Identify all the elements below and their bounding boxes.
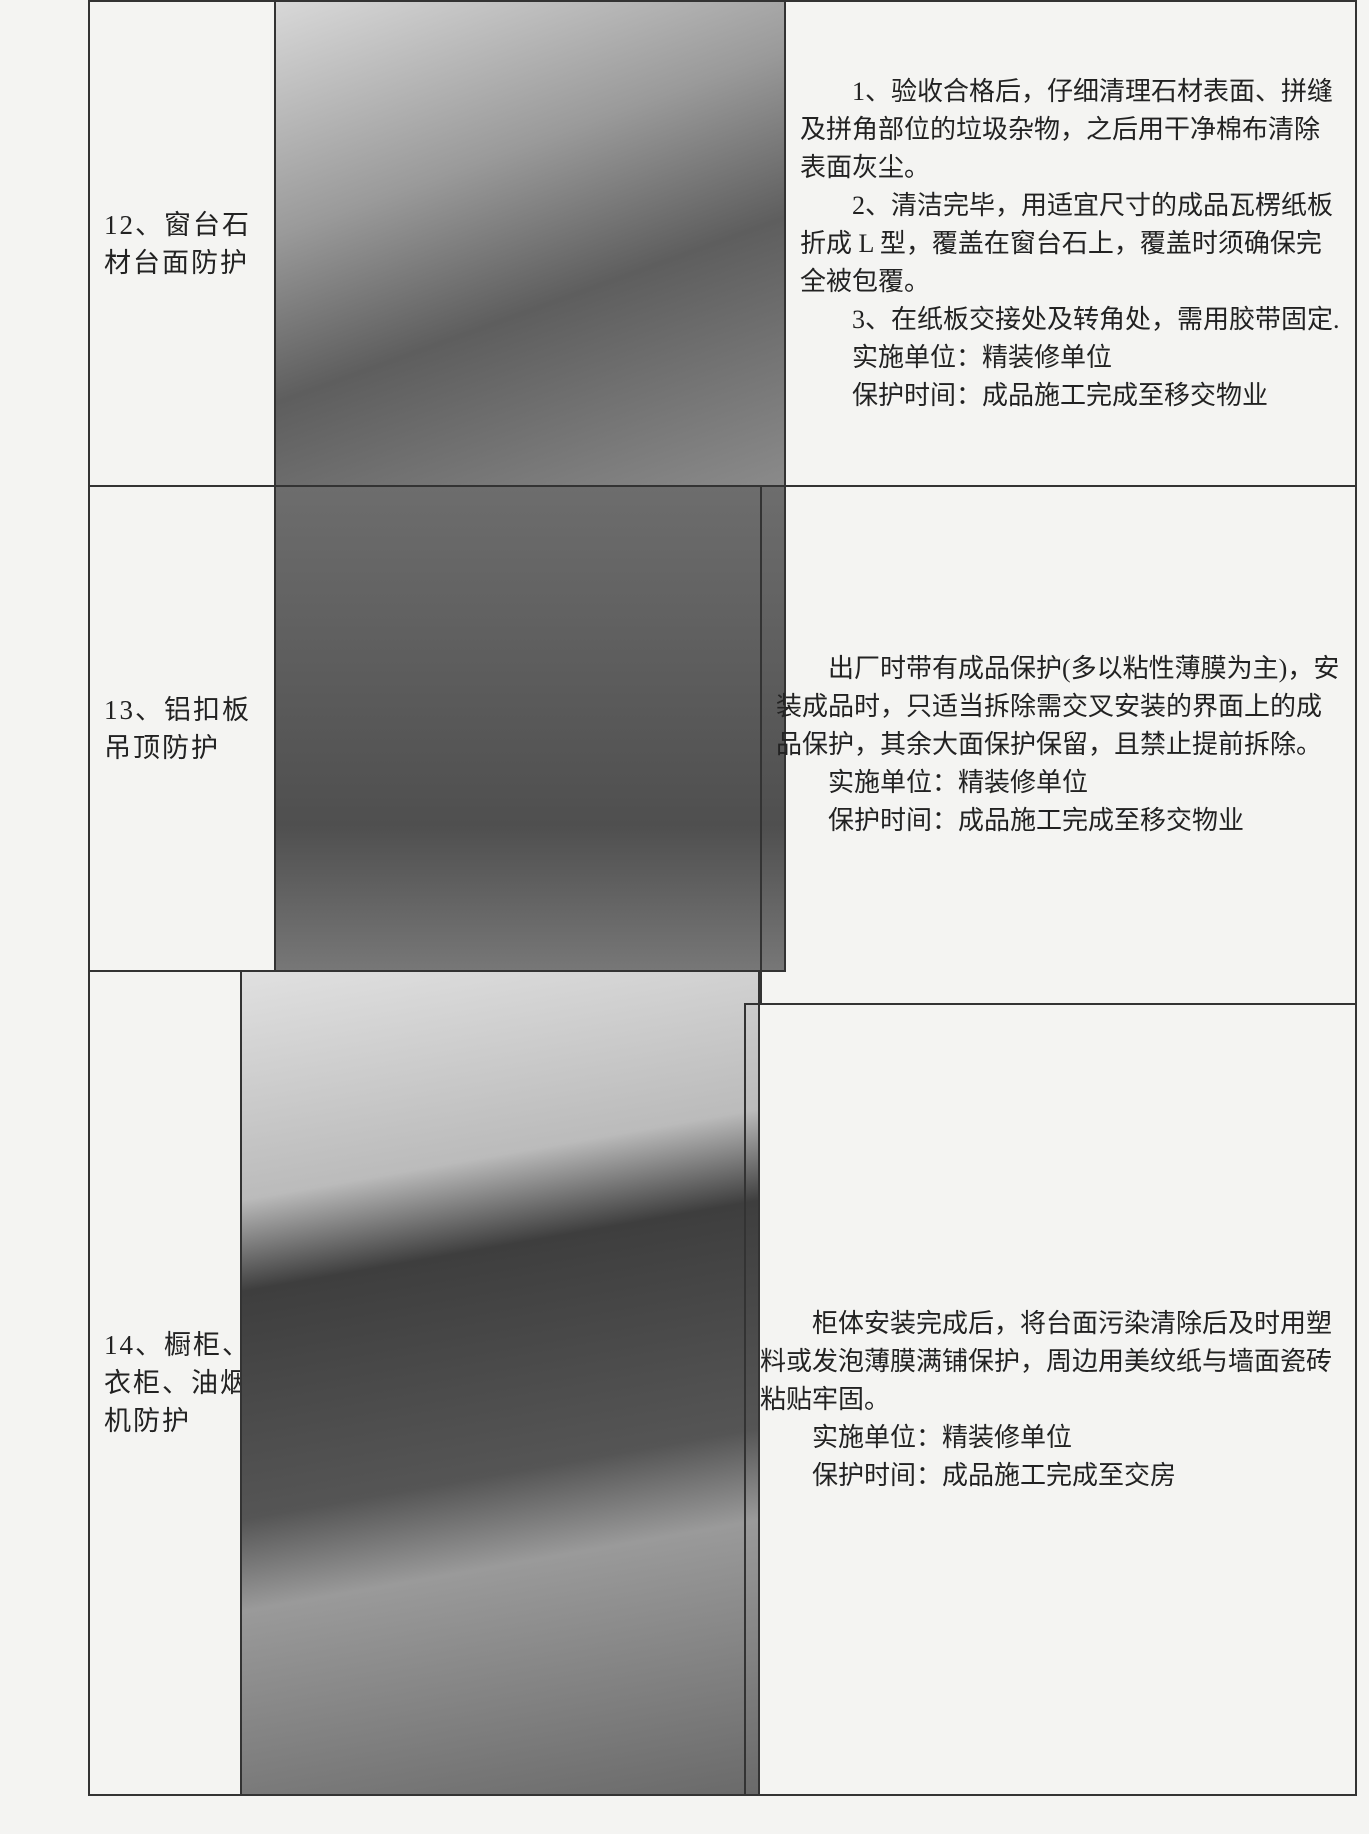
row-label: 12、窗台石材台面防护	[88, 0, 276, 487]
description: 出厂时带有成品保护(多以粘性薄膜为主)，安装成品时，只适当拆除需交叉安装的界面上…	[760, 485, 1357, 1005]
paragraph: 保护时间：成品施工完成至交房	[812, 1460, 1177, 1490]
paragraph: 实施单位：精装修单位	[828, 768, 1089, 797]
description: 柜体安装完成后，将台面污染清除后及时用塑料或发泡薄膜满铺保护，周边用美纹纸与墙面…	[744, 1003, 1357, 1796]
photo	[274, 0, 786, 487]
description: 1、验收合格后，仔细清理石材表面、拼缝及拼角部位的垃圾杂物，之后用干净棉布清除表…	[784, 0, 1357, 487]
paragraph: 1、验收合格后，仔细清理石材表面、拼缝及拼角部位的垃圾杂物，之后用干净棉布清除表…	[800, 76, 1334, 182]
paragraph: 柜体安装完成后，将台面污染清除后及时用塑料或发泡薄膜满铺保护，周边用美纹纸与墙面…	[760, 1308, 1333, 1414]
paragraph: 实施单位：精装修单位	[812, 1422, 1073, 1452]
paragraph: 出厂时带有成品保护(多以粘性薄膜为主)，安装成品时，只适当拆除需交叉安装的界面上…	[776, 654, 1340, 759]
paragraph: 保护时间：成品施工完成至移交物业	[828, 806, 1245, 835]
label-text: 13、铝扣板吊顶防护	[104, 694, 251, 763]
label-text: 12、窗台石材台面防护	[104, 209, 251, 278]
photo	[274, 485, 786, 972]
paragraph: 2、清洁完毕，用适宜尺寸的成品瓦楞纸板折成 L 型，覆盖在窗台石上，覆盖时须确保…	[800, 190, 1334, 296]
paragraph: 实施单位：精装修单位	[852, 342, 1113, 372]
paragraph: 保护时间：成品施工完成至移交物业	[852, 380, 1269, 410]
photo	[240, 970, 760, 1796]
label-text: 14、橱柜、衣柜、油烟机防护	[104, 1330, 251, 1436]
paragraph: 3、在纸板交接处及转角处，需用胶带固定.	[852, 304, 1340, 334]
row-label: 13、铝扣板吊顶防护	[88, 485, 276, 972]
